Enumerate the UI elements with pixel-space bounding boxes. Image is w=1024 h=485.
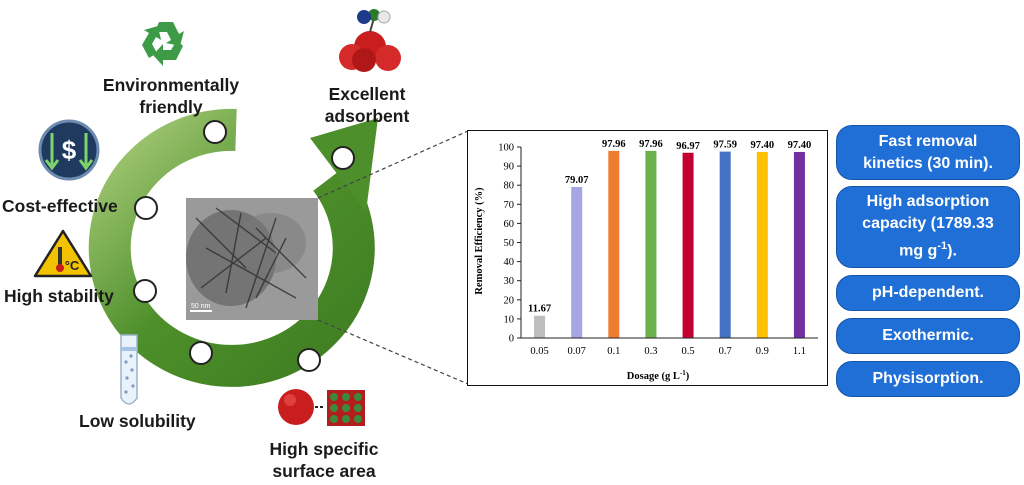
bar-value-label: 11.67 [528, 304, 551, 315]
adsorbent-molecule-icon [339, 9, 401, 72]
label-line: friendly [139, 97, 203, 117]
label-low-solubility: Low solubility [79, 411, 196, 431]
bar-value-label: 97.40 [751, 140, 775, 151]
node-low-solubility [189, 341, 213, 365]
x-axis-label: Dosage (g L-1) [627, 369, 690, 382]
label-surface-area: High specific surface area [254, 438, 394, 482]
recycle-icon [142, 22, 184, 66]
pill-adsorption-capacity: High adsorption capacity (1789.33 mg g-1… [836, 186, 1020, 268]
dollar-coin-icon: $ [38, 119, 100, 181]
scale-bar-label: 50 nm [191, 303, 211, 310]
x-tick-label: 0.3 [644, 346, 657, 357]
bars: 11.67 79.07 97.96 97.96 96.97 97.59 97.40 97.40 [528, 139, 811, 338]
dollar-glyph: $ [62, 135, 77, 165]
test-tube-icon [120, 334, 138, 405]
thermometer-warning-icon: °C [33, 229, 93, 278]
label-excellent-adsorbent: Excellent adsorbent [302, 83, 432, 127]
x-tick-label: 0.9 [756, 346, 769, 357]
pill-line: mg g-1). [843, 235, 1013, 262]
x-tick-label: 0.5 [682, 346, 695, 357]
node-surface-area [297, 348, 321, 372]
bar-0.9 [756, 151, 768, 338]
label-environmentally-friendly: Environmentally friendly [86, 74, 256, 118]
pill-physisorption: Physisorption. [836, 361, 1020, 397]
y-tick-label: 0 [509, 334, 514, 345]
label-cost-effective: Cost-effective [2, 196, 118, 216]
bar-0.05 [534, 315, 546, 338]
x-tick-label: 0.05 [530, 346, 548, 357]
removal-efficiency-chart: 0 10 20 30 40 50 60 70 80 90 100 11.67 79.07 97.96 97… [467, 130, 828, 386]
bar-0.5 [682, 152, 694, 338]
surface-area-icon [278, 389, 365, 426]
label-line: surface area [272, 461, 376, 481]
bar-value-label: 97.96 [639, 139, 663, 150]
pill-unit-sup: -1 [937, 240, 948, 253]
pill-unit: mg g [899, 242, 938, 260]
x-axis-label-main: Dosage (g L [627, 371, 680, 382]
x-tick-label: 1.1 [793, 346, 806, 357]
pill-fast-removal: Fast removal kinetics (30 min). [836, 125, 1020, 180]
pill-line: Fast removal [878, 132, 978, 150]
pill-line: kinetics (30 min). [863, 154, 993, 172]
node-cost-effective [134, 196, 158, 220]
pill-line: High adsorption [866, 193, 990, 211]
bar-value-label: 79.07 [565, 175, 589, 186]
cycle-arrow-body [88, 108, 375, 387]
bar-1.1 [793, 151, 805, 338]
x-axis: 0.05 0.07 0.1 0.3 0.5 0.7 0.9 1.1 [521, 337, 818, 357]
y-axis: 0 10 20 30 40 50 60 70 80 90 100 [498, 143, 522, 345]
x-axis-label-end: ) [686, 371, 690, 382]
pill-ph-dependent: pH-dependent. [836, 275, 1020, 311]
bar-0.7 [719, 151, 731, 338]
node-excellent-adsorbent [331, 146, 355, 170]
label-high-stability: High stability [4, 286, 114, 306]
label-line: Excellent [328, 84, 406, 104]
pill-line: capacity (1789.33 [862, 215, 994, 233]
y-tick-label: 20 [504, 295, 515, 306]
x-tick-label: 0.7 [719, 346, 732, 357]
x-axis-label-sup: -1 [680, 369, 686, 377]
y-tick-label: 30 [504, 276, 515, 287]
label-line: Environmentally [102, 75, 240, 95]
y-tick-label: 40 [504, 257, 515, 268]
bar-0.1 [608, 150, 620, 338]
bar-value-label: 97.59 [713, 140, 737, 151]
y-tick-label: 60 [504, 219, 515, 230]
label-line: High specific [269, 439, 379, 459]
tem-texture: 50 nm [186, 198, 318, 320]
tem-micrograph: 50 nm [186, 198, 318, 320]
x-tick-label: 0.07 [568, 346, 586, 357]
bar-value-label: 96.97 [676, 141, 700, 152]
pill-unit-end: ). [947, 242, 957, 260]
y-tick-label: 100 [498, 143, 514, 154]
bar-0.07 [571, 186, 583, 338]
y-tick-label: 80 [504, 181, 515, 192]
pill-exothermic: Exothermic. [836, 318, 1020, 354]
y-tick-label: 10 [504, 314, 515, 325]
cycle-diagram: $ °C [33, 9, 469, 426]
node-environmentally-friendly [203, 120, 227, 144]
y-axis-label: Removal Efficiency (%) [474, 187, 485, 295]
node-high-stability [133, 279, 157, 303]
label-line: adsorbent [324, 106, 410, 126]
x-tick-label: 0.1 [607, 346, 620, 357]
bar-value-label: 97.96 [602, 139, 626, 150]
bar-value-label: 97.40 [788, 140, 812, 151]
y-tick-label: 70 [504, 200, 515, 211]
chart-svg: 0 10 20 30 40 50 60 70 80 90 100 11.67 79.07 97.96 97… [474, 139, 818, 382]
bar-0.3 [645, 150, 657, 338]
callout-line-bottom [317, 319, 469, 385]
celsius-glyph: °C [65, 258, 80, 273]
callout-line-top [317, 130, 469, 199]
y-tick-label: 50 [504, 238, 515, 249]
y-tick-label: 90 [504, 162, 515, 173]
